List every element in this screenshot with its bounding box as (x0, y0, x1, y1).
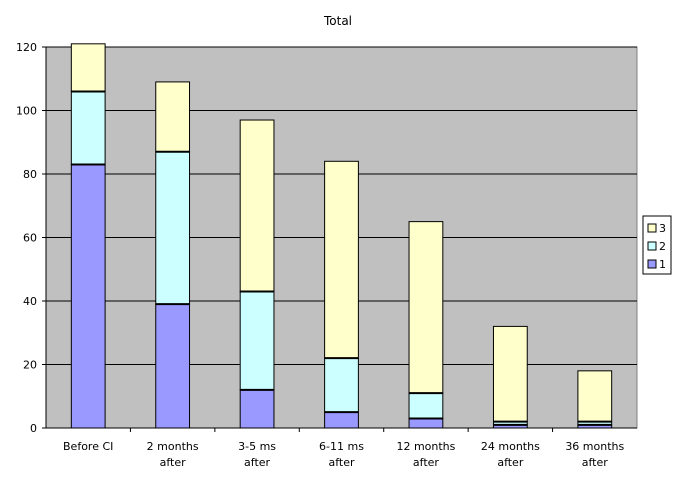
bar-segment-series-3 (239, 119, 275, 292)
y-tick-label: 20 (23, 359, 37, 372)
legend-box (642, 215, 672, 275)
bar-segment-series-1 (324, 411, 359, 429)
x-tick-label-line: 12 months (396, 440, 455, 453)
x-tick-label-line: 36 months (565, 440, 624, 453)
x-tick-label-line: after (160, 456, 187, 469)
x-tick-label-line: 24 months (481, 440, 540, 453)
x-tick-label: 6-11 ms after (319, 440, 364, 469)
x-tick-label: 36 months after (565, 440, 624, 469)
x-tick-label: 2 months after (147, 440, 199, 469)
x-tick-label-line: after (497, 456, 524, 469)
legend-label-2: 2 (659, 240, 666, 253)
x-tick-label-line: after (244, 456, 271, 469)
legend-label-1: 1 (659, 258, 666, 271)
bar-segment-series-1 (155, 303, 191, 429)
bar-segment-series-3 (155, 81, 191, 153)
legend-swatch-2 (647, 241, 657, 251)
x-tick-label-line: Before CI (63, 440, 113, 453)
legend: 3 2 1 (642, 215, 672, 275)
x-tick-label: 3-5 ms after (238, 440, 276, 469)
legend-label-3: 3 (659, 222, 666, 235)
x-tick-label-line: after (413, 456, 440, 469)
bar-segment-series-2 (239, 290, 275, 391)
y-tick-label: 80 (23, 168, 37, 181)
bar-segment-series-3 (324, 160, 359, 359)
y-tick-label: 60 (23, 232, 37, 245)
x-tick-label-line: 3-5 ms (238, 440, 276, 453)
bar-segment-series-3 (408, 221, 444, 394)
x-tick-label-line: 2 months (147, 440, 199, 453)
x-tick-label: 12 months after (396, 440, 455, 469)
y-tick-label: 0 (30, 422, 37, 435)
bar-segment-series-1 (408, 417, 444, 429)
bar-segment-series-1 (70, 163, 106, 429)
bar-segment-series-1 (239, 389, 275, 429)
y-tick-label: 40 (23, 295, 37, 308)
chart-title: Total (323, 14, 352, 28)
x-tick-label-line: 6-11 ms (319, 440, 364, 453)
bar-segment-series-2 (70, 90, 106, 165)
bar-segment-series-3 (70, 43, 106, 92)
bar-segment-series-2 (155, 151, 191, 305)
x-tick-label-line: after (582, 456, 609, 469)
x-tick-label-line: after (328, 456, 355, 469)
x-tick-label: Before CI (63, 440, 113, 453)
bar-segment-series-2 (408, 392, 444, 419)
legend-swatch-1 (647, 259, 657, 269)
legend-swatch-3 (647, 223, 657, 233)
bar-segment-series-2 (324, 357, 359, 413)
x-tick-label: 24 months after (481, 440, 540, 469)
bar-segment-series-3 (492, 325, 528, 423)
y-tick-label: 100 (16, 105, 37, 118)
bar-segment-series-3 (577, 370, 613, 423)
y-tick-label: 120 (16, 41, 37, 54)
